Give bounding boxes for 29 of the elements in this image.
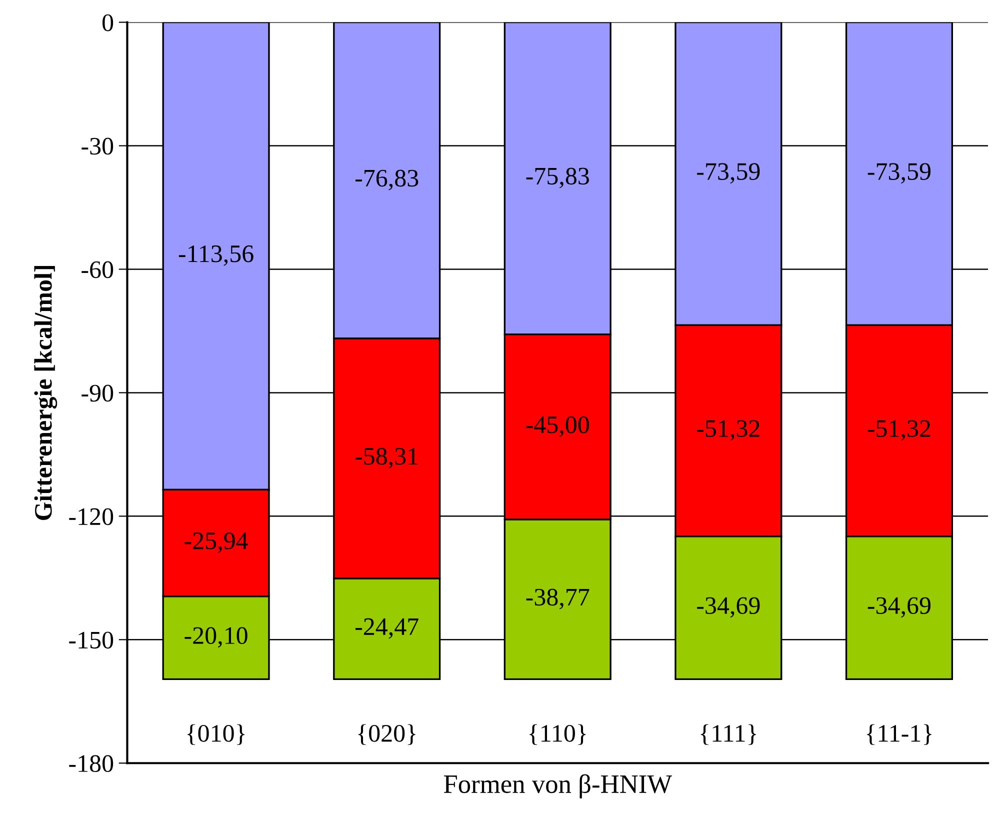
x-tick-label: {010}: [188, 724, 245, 745]
x-tick-label: {020}: [358, 724, 416, 745]
data-label: -25,94: [184, 532, 248, 553]
y-tick-label: -30: [82, 138, 114, 155]
x-tick-label: {111}: [700, 724, 756, 745]
data-label: -73,59: [868, 163, 930, 184]
x-tick-label: {11-1}: [867, 724, 932, 745]
data-label: -51,32: [697, 420, 760, 441]
data-label: -73,59: [697, 163, 760, 184]
y-tick-label: -150: [69, 632, 114, 649]
data-label: -76,83: [355, 170, 418, 190]
y-tick-label: -180: [69, 755, 114, 772]
data-label: -34,69: [868, 597, 930, 618]
y-tick-label: -120: [69, 508, 114, 526]
data-label: -45,00: [526, 416, 589, 437]
data-label: -24,47: [355, 618, 418, 639]
y-axis-title: Gitterenergie [kcal/mol]: [34, 266, 58, 520]
data-label: -75,83: [526, 168, 589, 188]
data-label: -51,32: [868, 420, 930, 441]
x-axis-title: Formen von β-HNIW: [444, 774, 672, 798]
y-tick-label: -90: [82, 384, 114, 402]
y-tick-label: 0: [102, 14, 114, 32]
data-label: -38,77: [526, 588, 590, 610]
y-tick-label: -60: [82, 261, 114, 278]
data-label: -34,69: [697, 597, 760, 618]
data-label: -113,56: [178, 245, 254, 266]
x-tick-label: {110}: [530, 724, 586, 745]
data-label: -58,31: [355, 448, 418, 468]
data-label: -20,10: [184, 627, 248, 648]
